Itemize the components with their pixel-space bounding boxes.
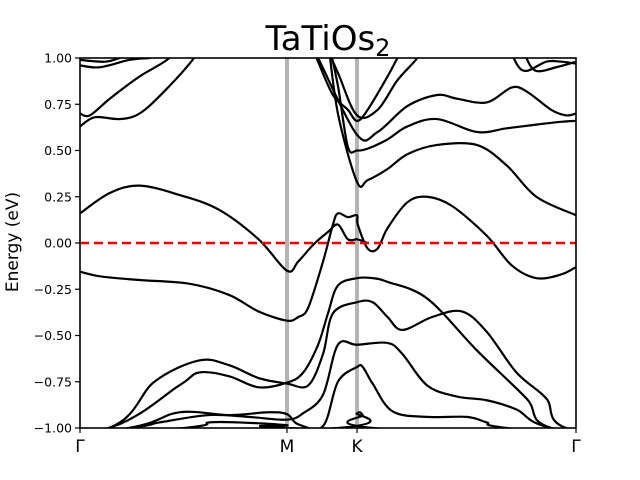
chart-title-subscript: 2 bbox=[375, 34, 390, 62]
band-4 bbox=[121, 363, 516, 428]
x-tick-label-γ: Γ bbox=[571, 437, 581, 457]
chart-title-main: TaTiOs bbox=[265, 19, 376, 59]
band-19 bbox=[512, 58, 576, 73]
band-1 bbox=[104, 276, 556, 428]
band-10 bbox=[331, 58, 576, 154]
band-14 bbox=[80, 58, 196, 128]
band-18 bbox=[525, 58, 576, 73]
y-tick-label: −1.00 bbox=[34, 421, 72, 436]
y-tick-label: 0.75 bbox=[44, 97, 72, 112]
band-6 bbox=[323, 411, 385, 428]
y-tick-label: 1.00 bbox=[44, 51, 72, 66]
y-tick-label: −0.75 bbox=[34, 374, 72, 389]
y-axis-label: Energy (eV) bbox=[3, 192, 23, 292]
band-7 bbox=[80, 195, 576, 322]
band-2 bbox=[105, 299, 570, 428]
y-tick-label: −0.50 bbox=[34, 328, 72, 343]
band-5 bbox=[173, 420, 309, 428]
band-9 bbox=[329, 58, 576, 217]
band-17 bbox=[80, 58, 121, 63]
band-3 bbox=[122, 340, 557, 428]
y-tick-label: 0.00 bbox=[44, 236, 72, 251]
band-13 bbox=[315, 58, 399, 122]
y-tick-label: 0.50 bbox=[44, 143, 72, 158]
x-tick-label-m: M bbox=[280, 437, 295, 457]
band-lines bbox=[80, 58, 576, 428]
y-tick-label: −0.25 bbox=[34, 282, 72, 297]
y-tick-label: 0.25 bbox=[44, 189, 72, 204]
band-12 bbox=[330, 58, 419, 120]
plot-frame bbox=[79, 57, 577, 429]
band-11 bbox=[316, 58, 576, 142]
band-8 bbox=[80, 184, 369, 273]
band-15 bbox=[80, 58, 171, 118]
x-tick-label-γ: Γ bbox=[75, 437, 85, 457]
chart-title: TaTiOs2 bbox=[265, 19, 391, 62]
y-ticks: 1.00 0.75 0.50 0.25 0.00 −0.25 −0.50 −0.75 −1.00 bbox=[34, 51, 80, 436]
x-tick-label-k: K bbox=[351, 437, 363, 457]
